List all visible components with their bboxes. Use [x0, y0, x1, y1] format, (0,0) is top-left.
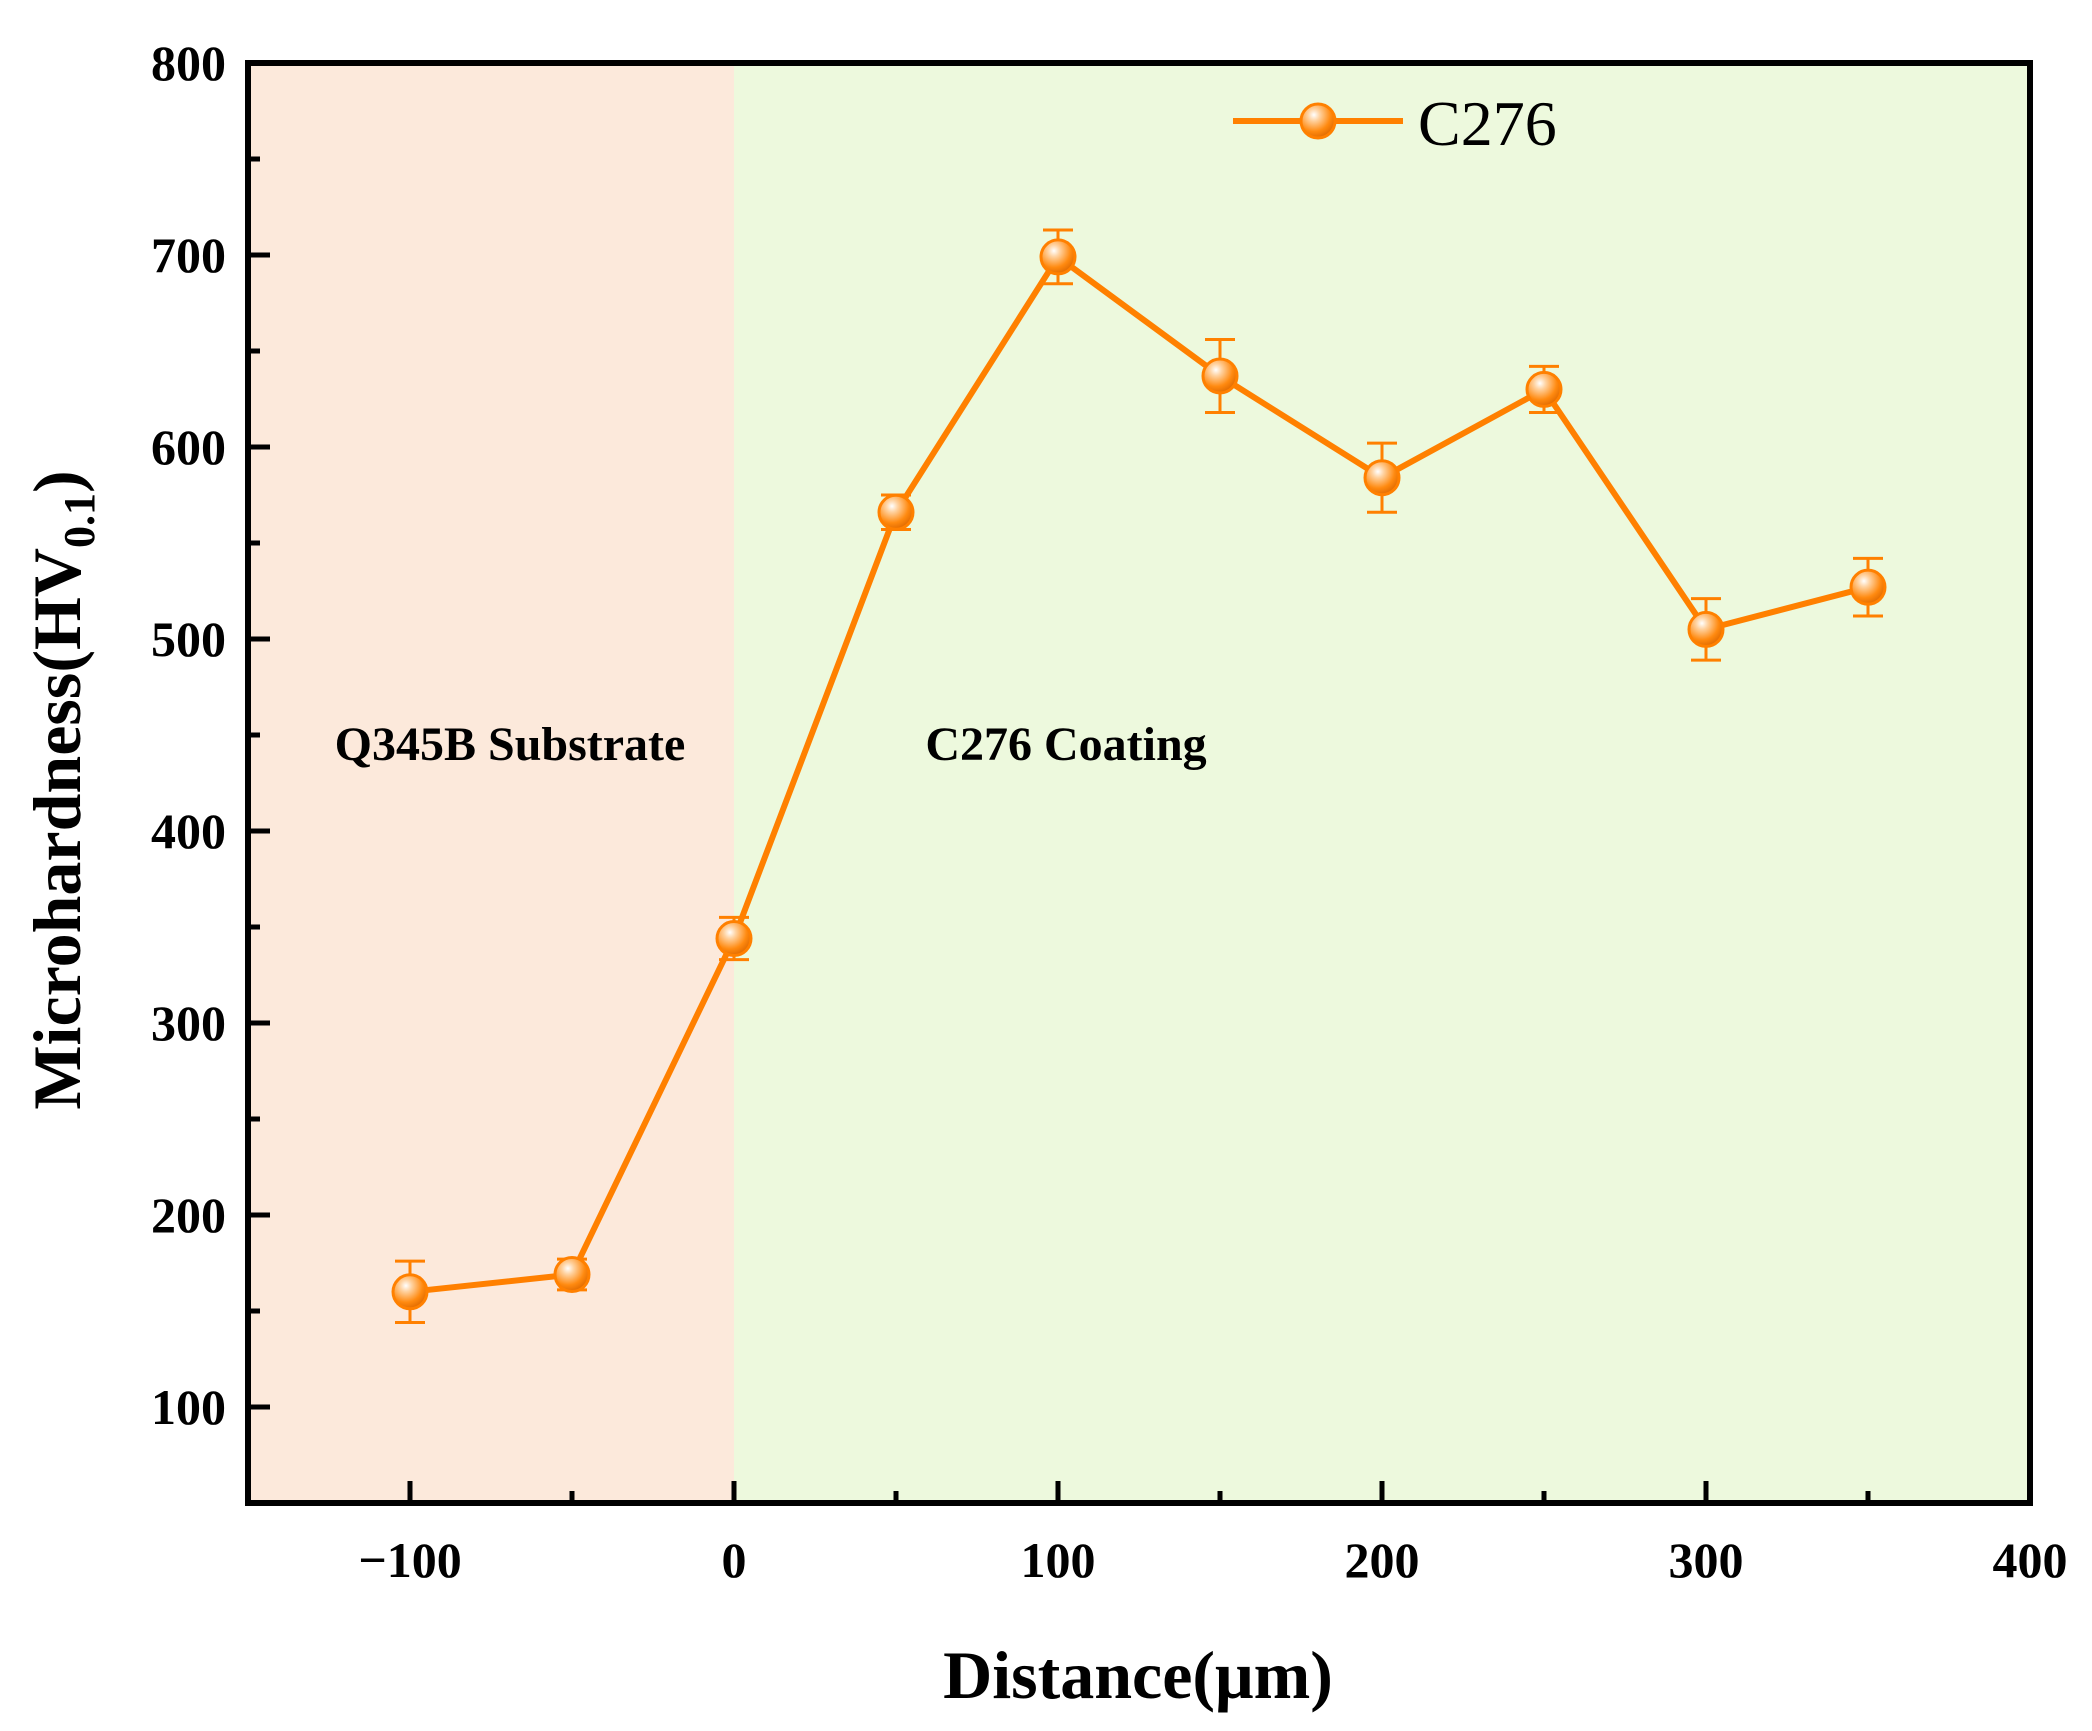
y-axis-title: Microhardness(HV0.1) [19, 470, 104, 1109]
data-point [715, 920, 753, 958]
y-tick-label: 800 [151, 35, 226, 91]
x-tick-label: 0 [722, 1532, 747, 1588]
data-point [391, 1273, 429, 1311]
y-axis-title-subscript: 0.1 [55, 493, 104, 548]
series-line-C276 [409, 253, 1869, 1295]
data-point [877, 493, 915, 531]
data-point [1201, 357, 1239, 395]
x-tick-label: 400 [1993, 1532, 2068, 1588]
legend-label: C276 [1418, 88, 1557, 159]
y-tick-labels: 100 200 300 400 500 600 700 800 [151, 35, 226, 1435]
x-tick-label: 100 [1021, 1532, 1096, 1588]
legend: C276 [1233, 88, 1557, 159]
y-tick-label: 200 [151, 1187, 226, 1243]
y-tick-label: 500 [151, 611, 226, 667]
data-point [553, 1256, 591, 1294]
legend-marker [1299, 102, 1337, 140]
x-tick-labels: −100 0 100 200 300 400 [358, 1532, 2067, 1588]
x-tick-label: 300 [1669, 1532, 1744, 1588]
data-point [1849, 568, 1887, 606]
region-label-substrate: Q345B Substrate [335, 718, 686, 771]
y-axis-title-main: Microhardness(HV [19, 548, 95, 1110]
y-tick-label: 400 [151, 803, 226, 859]
background-regions [248, 63, 2030, 1503]
y-tick-label: 600 [151, 419, 226, 475]
region-substrate [248, 63, 734, 1503]
x-tick-label: 200 [1345, 1532, 1420, 1588]
data-point [1363, 459, 1401, 497]
data-point [1687, 610, 1725, 648]
y-tick-label: 300 [151, 995, 226, 1051]
region-label-coating: C276 Coating [925, 718, 1206, 771]
data-point [1039, 238, 1077, 276]
data-point [1525, 370, 1563, 408]
y-tick-label: 700 [151, 227, 226, 283]
y-tick-label: 100 [151, 1379, 226, 1435]
y-axis-title-close: ) [19, 470, 95, 493]
x-tick-label: −100 [358, 1532, 462, 1588]
series-layer [391, 228, 1887, 1325]
x-axis-title: Distance(μm) [943, 1637, 1333, 1713]
region-coating [734, 63, 2030, 1503]
plot-frame [245, 60, 2033, 1506]
